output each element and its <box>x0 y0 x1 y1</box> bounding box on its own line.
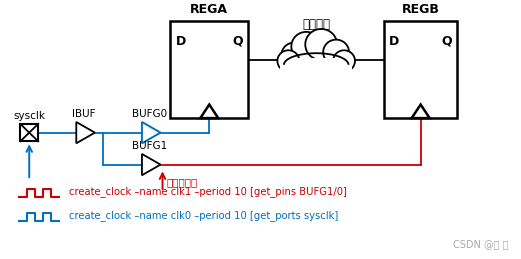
Text: BUFG0: BUFG0 <box>132 109 167 119</box>
Text: 数据路径: 数据路径 <box>302 18 330 31</box>
Text: Q: Q <box>441 35 452 48</box>
Polygon shape <box>200 105 218 118</box>
Text: create_clock –name clk1 –period 10 [get_pins BUFG1/0]: create_clock –name clk1 –period 10 [get_… <box>69 186 347 197</box>
Text: REGA: REGA <box>190 3 228 16</box>
Polygon shape <box>142 154 160 175</box>
Circle shape <box>333 50 355 71</box>
Bar <box>170 21 248 118</box>
Text: sysclk: sysclk <box>13 111 45 121</box>
Circle shape <box>323 40 349 65</box>
Text: D: D <box>176 35 185 48</box>
Circle shape <box>281 42 307 68</box>
Text: CSDN @冬 齐: CSDN @冬 齐 <box>453 239 508 249</box>
Text: BUFG1: BUFG1 <box>132 141 167 151</box>
Circle shape <box>277 50 299 71</box>
Polygon shape <box>142 122 160 143</box>
Text: create_clock –name clk0 –period 10 [get_ports sysclk]: create_clock –name clk0 –period 10 [get_… <box>69 211 338 221</box>
Bar <box>280 58 352 82</box>
Ellipse shape <box>281 41 351 71</box>
Text: 不建议使用: 不建议使用 <box>167 177 198 187</box>
Text: D: D <box>389 35 400 48</box>
Text: Q: Q <box>232 35 243 48</box>
Circle shape <box>291 32 321 61</box>
Circle shape <box>305 29 337 60</box>
Bar <box>20 124 38 141</box>
Bar <box>384 21 457 118</box>
Polygon shape <box>412 105 430 118</box>
Text: IBUF: IBUF <box>72 109 96 119</box>
Polygon shape <box>76 122 95 143</box>
Text: REGB: REGB <box>402 3 440 16</box>
